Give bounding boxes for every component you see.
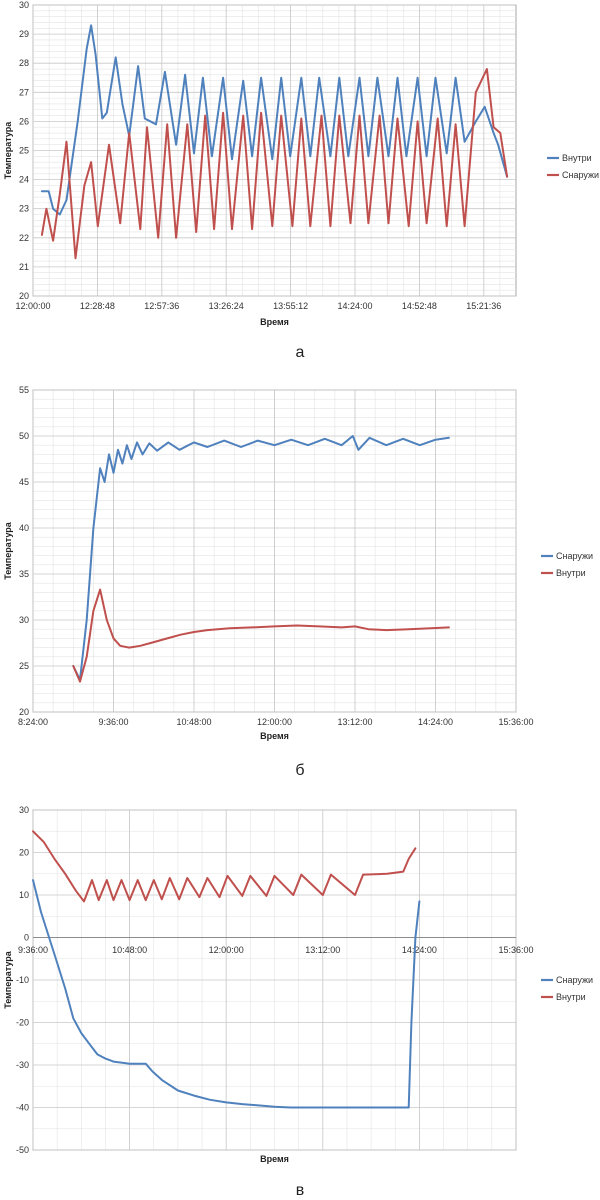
- x-axis-title: Время: [260, 317, 289, 327]
- y-tick-label: 55: [19, 385, 29, 395]
- chart-a: 20 21 22 23 24 25 26 27 28 29 30 12:00:00 12:28:48 12…: [3, 0, 599, 361]
- y-tick-label: 30: [19, 0, 29, 10]
- legend: Снаружи Внутри: [541, 551, 593, 578]
- y-tick-label: 22: [19, 233, 29, 243]
- y-axis-title: Температура: [3, 521, 13, 580]
- figure-caption: в: [296, 1182, 305, 1199]
- y-tick-label: 20: [19, 291, 29, 301]
- x-tick-label: 13:12:00: [337, 717, 372, 727]
- series-line-1: [72, 588, 450, 683]
- y-tick-label: 30: [19, 805, 29, 815]
- series-line-0: [40, 24, 509, 216]
- legend-label: Внутри: [562, 153, 592, 163]
- y-tick-label: 35: [19, 569, 29, 579]
- y-tick-label: -10: [16, 975, 29, 985]
- y-tick-label: 30: [19, 615, 29, 625]
- legend-label: Внутри: [556, 992, 586, 1002]
- figure-caption: а: [296, 344, 305, 361]
- x-axis-title: Время: [260, 731, 289, 741]
- y-tick-label: 26: [19, 116, 29, 126]
- y-tick-label: -20: [16, 1018, 29, 1028]
- legend: Внутри Снаружи: [547, 153, 599, 180]
- y-tick-label: 10: [19, 890, 29, 900]
- y-axis-title: Температура: [3, 121, 13, 180]
- y-tick-label: 25: [19, 661, 29, 671]
- y-tick-label: -40: [16, 1103, 29, 1113]
- y-tick-label: 21: [19, 262, 29, 272]
- legend-label: Снаружи: [556, 551, 593, 561]
- x-tick-label: 14:24:00: [418, 717, 453, 727]
- chart-v: -50 -40 -30 -20 -10 0 10 20 30 9:36:00 10:48:00 12:…: [3, 805, 593, 1199]
- legend: Снаружи Внутри: [541, 975, 593, 1002]
- series-line-1: [32, 830, 417, 903]
- y-tick-label: 24: [19, 175, 29, 185]
- x-tick-label: 10:48:00: [112, 945, 147, 955]
- legend-label: Снаружи: [556, 975, 593, 985]
- y-tick-label: 20: [19, 707, 29, 717]
- x-tick-label: 13:12:00: [305, 945, 340, 955]
- y-tick-label: 25: [19, 146, 29, 156]
- x-axis-title: Время: [260, 1154, 289, 1164]
- y-tick-label: 40: [19, 523, 29, 533]
- y-tick-label: 28: [19, 58, 29, 68]
- y-tick-label: 50: [19, 431, 29, 441]
- x-tick-label: 15:36:00: [498, 945, 533, 955]
- y-tick-label: -30: [16, 1060, 29, 1070]
- x-tick-label: 15:21:36: [466, 301, 501, 311]
- gridlines: [32, 809, 517, 1151]
- chart-b: 20 25 30 35 40 45 50 55 8:24:00 9:36:00 10:48:00 12…: [3, 385, 593, 779]
- y-tick-label: 0: [24, 933, 29, 943]
- x-tick-label: 14:24:00: [402, 945, 437, 955]
- y-tick-label: 29: [19, 29, 29, 39]
- x-tick-label: 12:00:00: [15, 301, 50, 311]
- x-tick-label: 9:36:00: [18, 945, 48, 955]
- legend-label: Внутри: [556, 568, 586, 578]
- figure-caption: б: [295, 762, 304, 779]
- y-tick-label: 45: [19, 477, 29, 487]
- x-tick-label: 14:52:48: [402, 301, 437, 311]
- x-tick-label: 12:28:48: [80, 301, 115, 311]
- y-axis-title: Температура: [3, 950, 13, 1009]
- x-tick-label: 8:24:00: [18, 717, 48, 727]
- y-tick-label: 23: [19, 204, 29, 214]
- x-tick-label: 10:48:00: [176, 717, 211, 727]
- y-tick-label: -50: [16, 1145, 29, 1155]
- legend-label: Снаружи: [562, 170, 599, 180]
- gridlines: [32, 4, 516, 297]
- x-tick-label: 9:36:00: [98, 717, 128, 727]
- x-tick-label: 12:00:00: [209, 945, 244, 955]
- x-tick-label: 14:24:00: [337, 301, 372, 311]
- x-tick-label: 15:36:00: [498, 717, 533, 727]
- series-line-0: [72, 435, 450, 681]
- series-line-1: [40, 68, 509, 260]
- x-tick-label: 13:26:24: [209, 301, 244, 311]
- y-tick-label: 20: [19, 848, 29, 858]
- series-line-0: [32, 879, 421, 1109]
- x-tick-label: 12:00:00: [257, 717, 292, 727]
- x-tick-label: 13:55:12: [273, 301, 308, 311]
- y-tick-label: 27: [19, 87, 29, 97]
- x-tick-label: 12:57:36: [144, 301, 179, 311]
